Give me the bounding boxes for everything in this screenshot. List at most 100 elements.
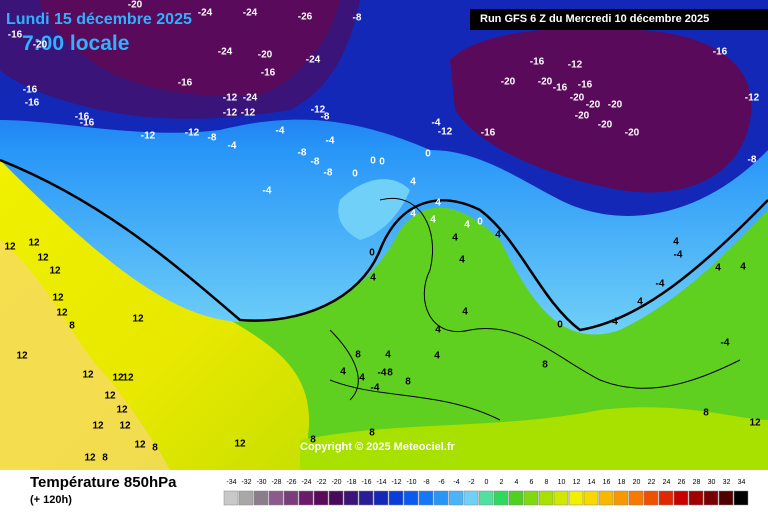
- isotherm-label: -4: [276, 126, 285, 137]
- scale-label: -16: [361, 479, 371, 486]
- scale-label: 30: [708, 479, 716, 486]
- isotherm-label: -20: [586, 100, 601, 111]
- scale-label: -26: [286, 479, 296, 486]
- isotherm-label: -24: [306, 55, 321, 66]
- scale-label: 22: [648, 479, 656, 486]
- isotherm-label: -8: [748, 155, 757, 166]
- forecast-time: 7:00 locale: [22, 32, 129, 55]
- scale-swatch: [328, 490, 344, 506]
- isotherm-label: -16: [80, 118, 95, 129]
- isotherm-label: 4: [385, 350, 391, 361]
- run-info: Run GFS 6 Z du Mercredi 10 décembre 2025: [480, 13, 709, 25]
- scale-swatch: [583, 490, 599, 506]
- scale-label: 0: [485, 479, 489, 486]
- isotherm-label: 8: [542, 360, 548, 371]
- isotherm-label: -16: [25, 98, 40, 109]
- isotherm-label: 8: [102, 453, 108, 464]
- scale-label: 2: [500, 479, 504, 486]
- scale-label: -22: [316, 479, 326, 486]
- scale-label: -18: [346, 479, 356, 486]
- scale-label: 4: [515, 479, 519, 486]
- scale-swatch: [538, 490, 554, 506]
- scale-swatch: [238, 490, 254, 506]
- scale-swatch: [643, 490, 659, 506]
- scale-label: 10: [558, 479, 566, 486]
- scale-swatch: [253, 490, 269, 506]
- scale-label: 14: [588, 479, 596, 486]
- isotherm-label: -20: [538, 77, 553, 88]
- isotherm-label: -20: [258, 50, 273, 61]
- isotherm-label: 12: [4, 242, 16, 253]
- scale-swatch: [523, 490, 539, 506]
- scale-label: -8: [423, 479, 429, 486]
- isotherm-label: 12: [84, 453, 96, 464]
- scale-swatch: [463, 490, 479, 506]
- scale-label: -12: [391, 479, 401, 486]
- scale-label: 12: [573, 479, 581, 486]
- scale-label: -10: [406, 479, 416, 486]
- isotherm-label: 4: [410, 209, 416, 220]
- isotherm-label: 12: [16, 351, 28, 362]
- isotherm-label: -8: [321, 112, 330, 123]
- scale-label: -20: [331, 479, 341, 486]
- scale-swatch: [688, 490, 704, 506]
- scale-swatch: [733, 490, 749, 506]
- scale-label: 26: [678, 479, 686, 486]
- isotherm-label: 4: [434, 351, 440, 362]
- scale-swatch: [568, 490, 584, 506]
- isotherm-label: 4: [359, 373, 365, 384]
- scale-swatch: [448, 490, 464, 506]
- isotherm-label: 12: [28, 238, 40, 249]
- scale-label: -6: [438, 479, 444, 486]
- isotherm-label: 0: [352, 169, 358, 180]
- isotherm-label: 12: [132, 314, 144, 325]
- scale-label: 6: [530, 479, 534, 486]
- scale-label: -30: [256, 479, 266, 486]
- isotherm-label: -20: [33, 40, 48, 51]
- isotherm-label: 4: [459, 255, 465, 266]
- isotherm-label: -12: [223, 93, 238, 104]
- isotherm-label: -4: [674, 250, 683, 261]
- scale-label: -24: [301, 479, 311, 486]
- scale-label: 18: [618, 479, 626, 486]
- isotherm-label: -20: [575, 111, 590, 122]
- isotherm-label: -8: [353, 13, 362, 24]
- isotherm-label: 4: [495, 230, 501, 241]
- forecast-date: Lundi 15 décembre 2025: [6, 11, 192, 28]
- scale-swatch: [508, 490, 524, 506]
- isotherm-label: 4: [673, 237, 679, 248]
- map: Copyright © 2025 Meteociel.fr: [0, 0, 768, 470]
- isotherm-label: -16: [261, 68, 276, 79]
- isotherm-label: 8: [405, 377, 411, 388]
- isotherm-label: 4: [740, 262, 746, 273]
- isotherm-label: -12: [568, 60, 583, 71]
- isotherm-label: 8: [152, 443, 158, 454]
- isotherm-label: 4: [340, 367, 346, 378]
- isotherm-label: -24: [243, 93, 258, 104]
- scale-label: -32: [241, 479, 251, 486]
- isotherm-label: 4: [462, 307, 468, 318]
- scale-swatch: [718, 490, 734, 506]
- isotherm-label: 0: [425, 149, 431, 160]
- isotherm-label: -12: [745, 93, 760, 104]
- isotherm-label: 4: [464, 220, 470, 231]
- scale-swatch: [493, 490, 509, 506]
- isotherm-label: 4: [435, 198, 441, 209]
- isotherm-label: -4: [721, 338, 730, 349]
- scale-swatch: [658, 490, 674, 506]
- scale-label: -28: [271, 479, 281, 486]
- isotherm-label: 12: [749, 418, 761, 429]
- isotherm-label: 4: [430, 215, 436, 226]
- scale-label: -4: [453, 479, 459, 486]
- isotherm-label: 8: [310, 435, 316, 446]
- scale-label: 28: [693, 479, 701, 486]
- isotherm-label: -8: [298, 148, 307, 159]
- isotherm-label: 12: [37, 253, 49, 264]
- isotherm-label: -12: [141, 131, 156, 142]
- isotherm-label: -12: [311, 105, 326, 116]
- scale-label: 16: [603, 479, 611, 486]
- isotherm-label: 12: [52, 293, 64, 304]
- footer-title: Température 850hPa: [30, 474, 177, 491]
- isotherm-label: -12: [438, 127, 453, 138]
